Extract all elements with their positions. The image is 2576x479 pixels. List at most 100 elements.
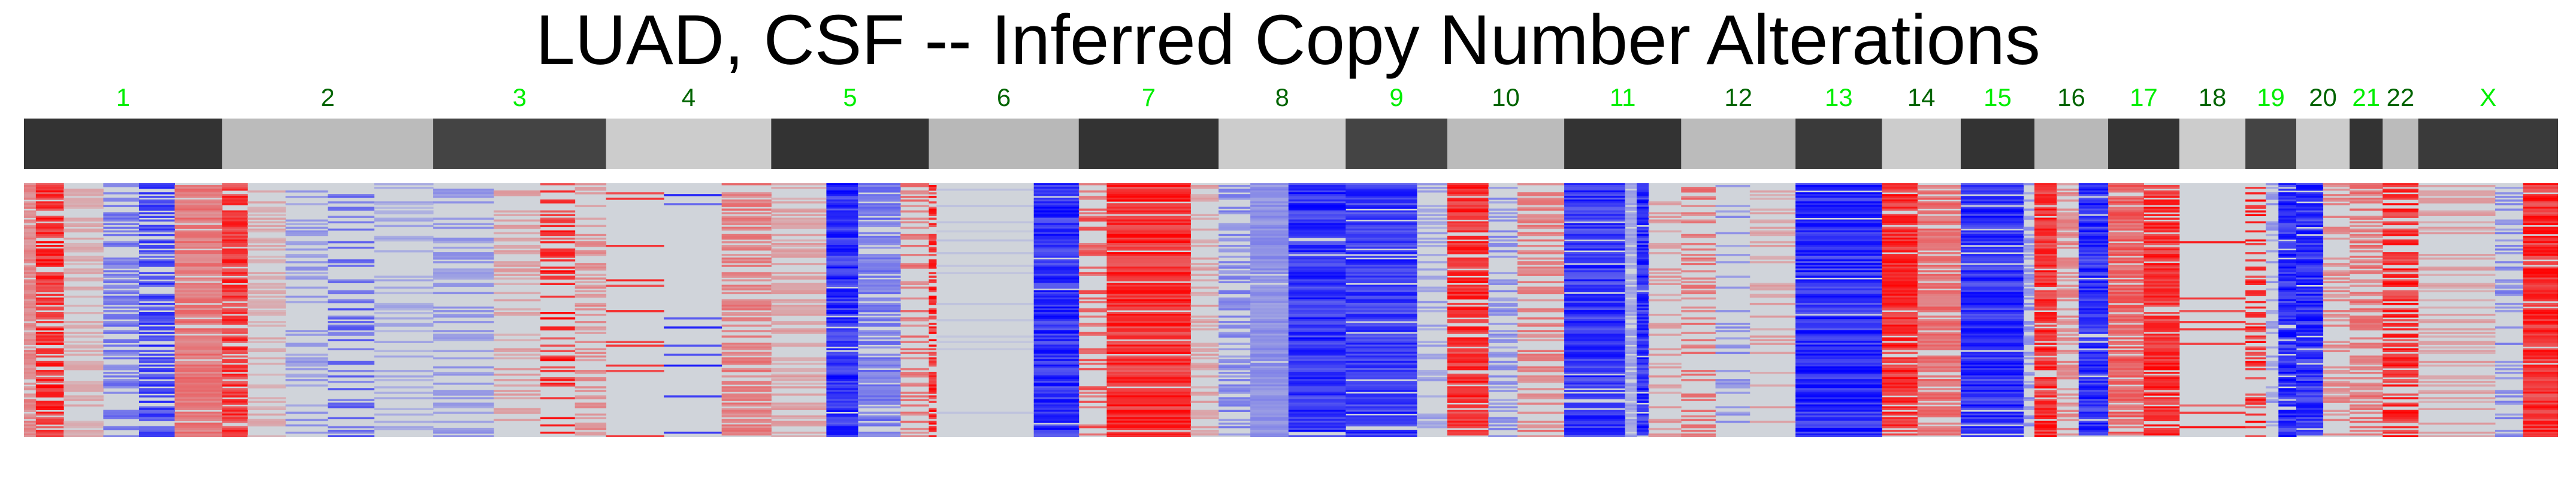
cnv-cell: [35, 241, 64, 244]
cnv-cell: [2350, 198, 2383, 200]
cnv-cell: [1681, 205, 1716, 207]
cnv-cell: [1795, 330, 1882, 332]
cnv-cell: [771, 226, 827, 229]
cnv-cell: [247, 384, 286, 387]
cnv-cell: [2034, 270, 2057, 272]
cnv-cell: [24, 187, 37, 189]
cnv-cell: [2296, 323, 2324, 325]
cnv-cell: [35, 312, 64, 314]
cnv-cell: [2078, 194, 2109, 196]
cnv-cell: [1795, 239, 1882, 242]
cnv-cell: [1447, 344, 1489, 347]
cnv-cell: [1882, 359, 1918, 362]
cnv-cell: [2034, 219, 2057, 222]
cnv-cell: [936, 341, 1035, 343]
cnv-cell: [929, 223, 937, 226]
cnv-cell: [103, 381, 140, 383]
cnv-cell: [575, 377, 607, 380]
cnv-cell: [2296, 316, 2324, 318]
cnv-cell: [575, 390, 607, 392]
cnv-cell: [826, 228, 858, 231]
cnv-cell: [1417, 237, 1448, 240]
cnv-cell: [24, 225, 37, 228]
cnv-cell: [929, 185, 937, 187]
cnv-cell: [222, 199, 248, 202]
cnv-cell: [247, 221, 286, 224]
cnv-cell: [858, 275, 901, 278]
cnv-cell: [858, 381, 901, 383]
cnv-cell: [24, 359, 37, 362]
cnv-cell: [858, 199, 901, 202]
cnv-segment-chr8-28: [1219, 185, 1251, 436]
cnv-cell: [1250, 332, 1289, 334]
cnv-cell: [1078, 274, 1107, 276]
cnv-cell: [2108, 413, 2144, 416]
cnv-cell: [1250, 189, 1289, 191]
cnv-cell: [174, 306, 223, 309]
cnv-cell: [1250, 384, 1289, 387]
cnv-cell: [1749, 339, 1796, 341]
cnv-cell: [222, 295, 248, 298]
cnv-cell: [2034, 362, 2057, 365]
cnv-cell: [1033, 408, 1080, 410]
cnv-cell: [138, 302, 176, 305]
cnv-cell: [1917, 301, 1961, 304]
ideogram-block-7: [1078, 119, 1219, 169]
cnv-cell: [2023, 250, 2035, 253]
cnv-cell: [1417, 244, 1448, 247]
cnv-cell: [606, 344, 664, 347]
cnv-cell: [1033, 362, 1080, 365]
cnv-cell: [1715, 275, 1750, 278]
cnv-cell: [1637, 270, 1649, 272]
cnv-cell: [494, 384, 541, 387]
cnv-cell: [138, 207, 176, 209]
cnv-cell: [2350, 411, 2383, 414]
cnv-cell: [1917, 433, 1961, 436]
cnv-cell: [1795, 334, 1882, 336]
cnv-cell: [2296, 429, 2324, 432]
cnv-cell: [1517, 207, 1565, 209]
cnv-cell: [1078, 208, 1107, 211]
cnv-cell: [1625, 390, 1637, 392]
cnv-cell: [900, 368, 929, 371]
cnv-cell: [1346, 337, 1417, 339]
cnv-cell: [2296, 241, 2324, 244]
cnv-cell: [35, 362, 64, 365]
cnv-cell: [1637, 323, 1649, 325]
cnv-cell: [174, 288, 223, 291]
cnv-cell: [2323, 290, 2350, 293]
cnv-cell: [826, 377, 858, 380]
cnv-cell: [1960, 310, 2024, 313]
cnv-cell: [2108, 308, 2144, 311]
cnv-cell: [1106, 390, 1191, 392]
cnv-cell: [2023, 192, 2035, 195]
cnv-cell: [2034, 265, 2057, 267]
cnv-cell: [1190, 353, 1219, 356]
cnv-cell: [1190, 268, 1219, 271]
cnv-cell: [1625, 217, 1637, 220]
cnv-cell: [2143, 368, 2180, 371]
cnv-cell: [1447, 413, 1489, 416]
cnv-cell: [721, 325, 772, 327]
cnv-cell: [1250, 241, 1289, 244]
cnv-cell: [858, 235, 901, 238]
cnv-cell: [2034, 390, 2057, 392]
cnv-cell: [64, 353, 104, 356]
cnv-cell: [1564, 293, 1626, 296]
cnv-cell: [2143, 429, 2180, 432]
cnv-cell: [540, 377, 576, 380]
cnv-cell: [858, 304, 901, 307]
cnv-cell: [374, 426, 434, 429]
cnv-cell: [433, 261, 494, 263]
cnv-cell: [174, 350, 223, 353]
cnv-cell: [433, 252, 494, 254]
cnv-cell: [1250, 235, 1289, 238]
cnv-cell: [2108, 362, 2144, 365]
cnv-cell: [1625, 312, 1637, 314]
cnv-cell: [2056, 323, 2079, 325]
cnv-cell: [138, 377, 176, 380]
cnv-cell: [1447, 411, 1489, 414]
cnv-cell: [2350, 317, 2383, 320]
cnv-cell: [2056, 321, 2079, 323]
cnv-cell: [2078, 326, 2109, 329]
